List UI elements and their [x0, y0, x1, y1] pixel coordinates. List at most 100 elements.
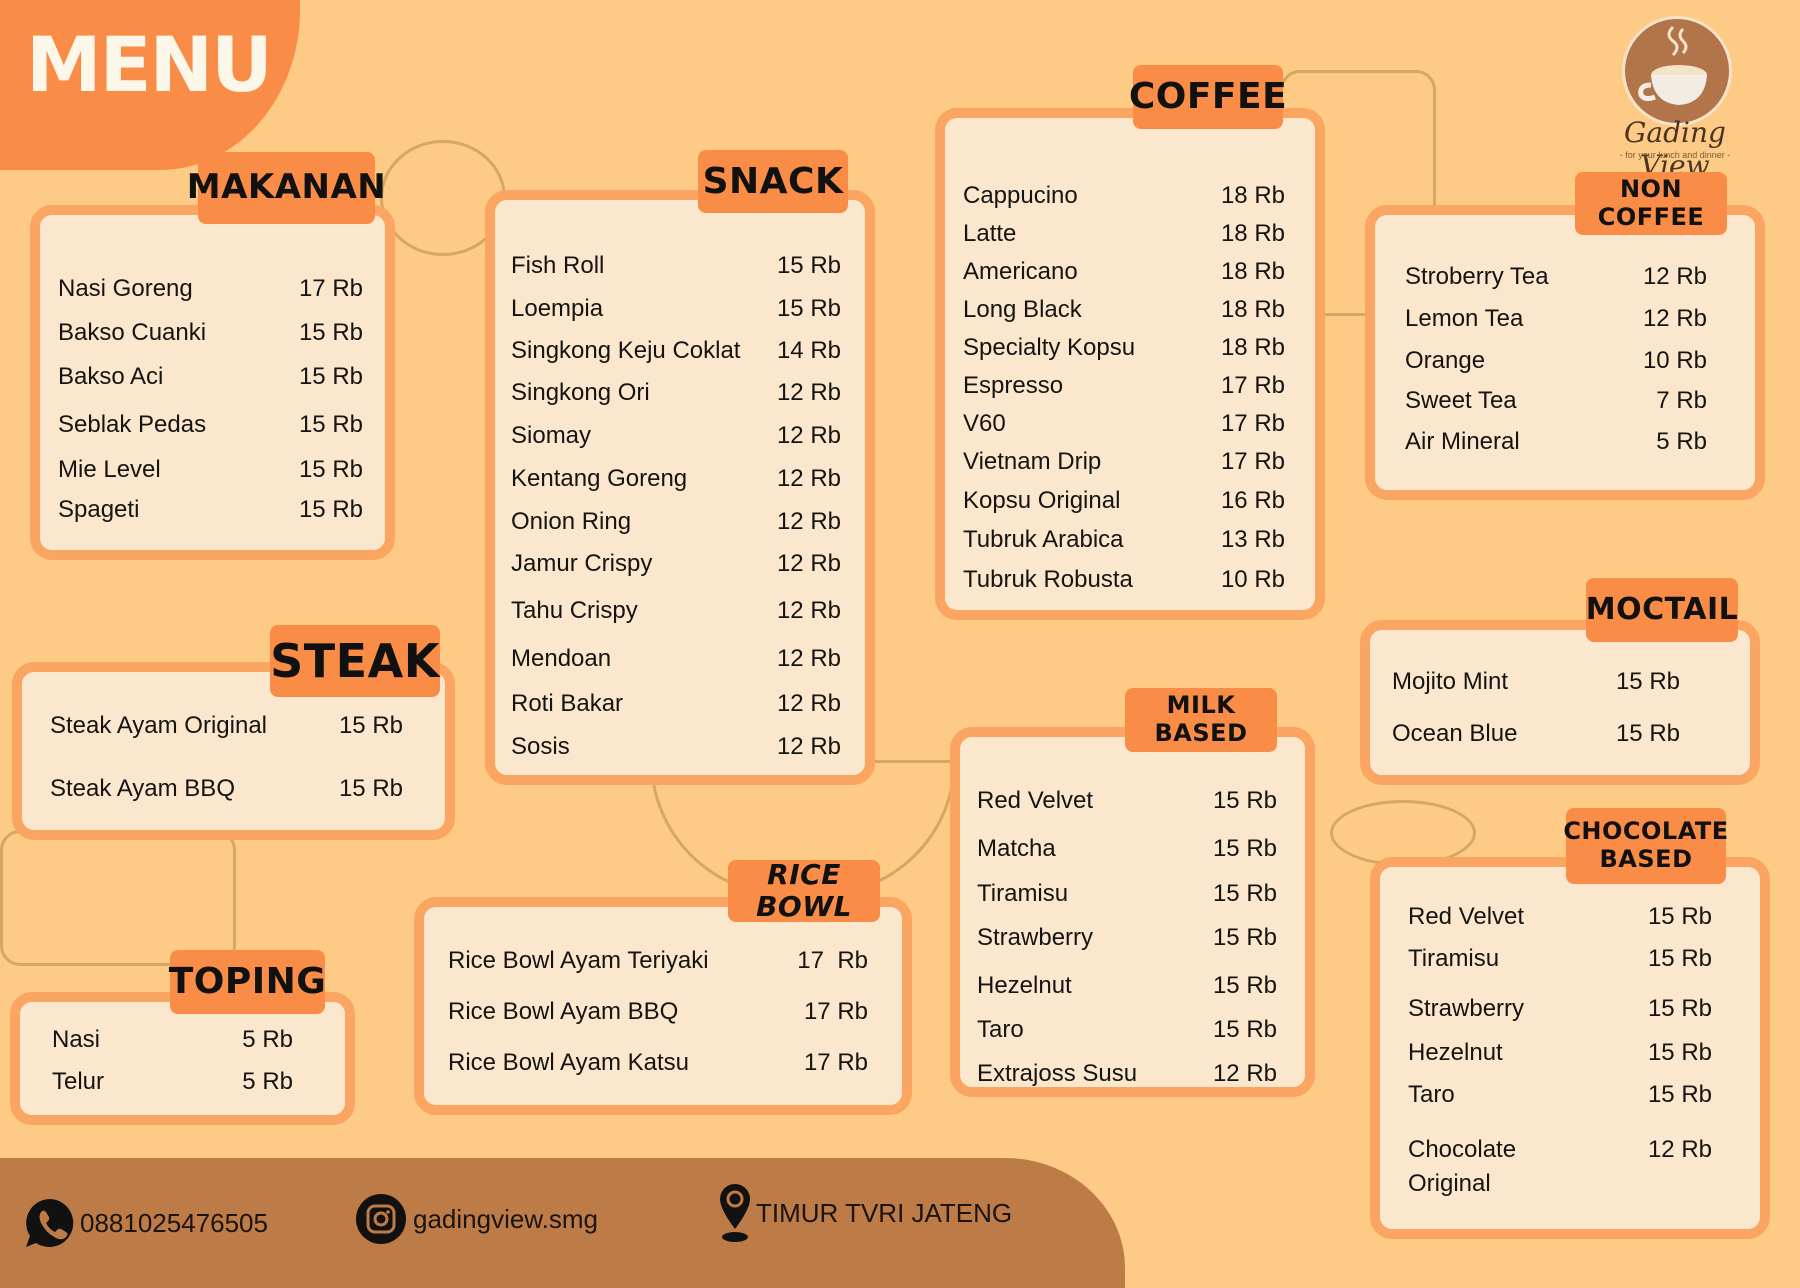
item-price: 16 Rb [1220, 487, 1285, 514]
item-name: Long Black [963, 296, 1082, 323]
item-name: Loempia [511, 295, 604, 322]
menu-item: Nasi 5 Rb [52, 1026, 293, 1068]
item-name: Steak Ayam Original [50, 712, 267, 739]
item-name: Bakso Cuanki [58, 319, 207, 346]
item-name: Tiramisu [1408, 945, 1500, 972]
item-name: Mie Level [58, 456, 161, 483]
menu-item: Jamur Crispy 12 Rb [511, 550, 841, 597]
page-title: MENU [26, 20, 273, 109]
item-price: 15 Rb [1212, 924, 1277, 951]
item-price: 7 Rb [1656, 387, 1707, 414]
item-price: 18 Rb [1220, 220, 1285, 247]
menu-item: Specialty Kopsu 18 Rb [963, 334, 1285, 372]
item-price: 18 Rb [1220, 182, 1285, 209]
item-price: 15 Rb [338, 775, 403, 802]
menu-item: Espresso 17 Rb [963, 372, 1285, 410]
item-price: 15 Rb [298, 363, 363, 390]
item-name: Roti Bakar [511, 690, 624, 717]
item-price: 15 Rb [1212, 1016, 1277, 1043]
item-name: Spageti [58, 496, 140, 523]
menu-item: Taro 15 Rb [977, 1016, 1277, 1060]
item-price: 18 Rb [1220, 296, 1285, 323]
menu-item: Matcha 15 Rb [977, 835, 1277, 880]
menu-item: Onion Ring 12 Rb [511, 508, 841, 550]
item-name: Orange [1405, 347, 1486, 374]
item-price: 12 Rb [776, 597, 841, 624]
instagram-contact[interactable]: gadingview.smg [355, 1193, 598, 1245]
item-name: Ocean Blue [1392, 720, 1518, 747]
coffee-cup-icon [1638, 25, 1707, 105]
item-price: 15 Rb [776, 295, 841, 322]
menu-item: Air Mineral 5 Rb [1405, 428, 1707, 469]
item-price: 10 Rb [1220, 566, 1285, 593]
menu-item: Long Black 18 Rb [963, 296, 1285, 334]
item-name: Hezelnut [977, 972, 1072, 999]
section-title-milk-based: MILK BASED [1125, 688, 1277, 752]
section-title-moctail: MOCTAIL [1586, 578, 1738, 642]
section-title-snack: SNACK [698, 150, 848, 213]
section-title-coffee: COFFEE [1129, 65, 1287, 129]
item-name: Rice Bowl Ayam Teriyaki [448, 947, 709, 974]
menu-item: Singkong Keju Coklat 14 Rb [511, 337, 841, 379]
item-name: Nasi Goreng [58, 275, 193, 302]
phone-contact[interactable]: 0881025476505 [22, 1195, 268, 1251]
menu-item: Strawberry 15 Rb [1408, 995, 1712, 1039]
item-name: Vietnam Drip [963, 448, 1102, 475]
section-chocolate-based: Red Velvet 15 Rb Tiramisu 15 Rb Strawberry… [1370, 857, 1770, 1239]
item-price: 17 Rb [1220, 372, 1285, 399]
item-name: Fish Roll [511, 252, 605, 279]
brand-tagline: - for your lunch and dinner - [1619, 150, 1731, 160]
menu-item: Mie Level 15 Rb [58, 456, 363, 496]
item-price: 15 Rb [298, 496, 363, 523]
section-coffee: Cappucino 18 Rb Latte 18 Rb Americano 18 Rb… [935, 108, 1325, 620]
item-name: Singkong Keju Coklat [511, 337, 741, 364]
menu-list: Stroberry Tea 12 Rb Lemon Tea 12 Rb Orange… [1405, 263, 1707, 469]
item-price: 17 Rb [803, 998, 868, 1025]
location-contact[interactable]: TIMUR TVRI JATENG [718, 1182, 1012, 1244]
menu-list: Rice Bowl Ayam Teriyaki 17 Rb Rice Bowl A… [448, 947, 868, 1089]
menu-item: Kentang Goreng 12 Rb [511, 465, 841, 508]
item-price: 15 Rb [1647, 945, 1712, 972]
menu-item: Steak Ayam BBQ 15 Rb [50, 775, 403, 815]
item-price: 12 Rb [776, 645, 841, 672]
item-name: Seblak Pedas [58, 411, 207, 438]
menu-item: Taro 15 Rb [1408, 1081, 1712, 1133]
menu-list: Red Velvet 15 Rb Tiramisu 15 Rb Strawberry… [1408, 903, 1712, 1203]
item-name: Sosis [511, 733, 570, 760]
item-price: 17 Rb [803, 1049, 868, 1076]
menu-item: Telur 5 Rb [52, 1068, 293, 1108]
item-name: Stroberry Tea [1405, 263, 1549, 290]
menu-item: Tahu Crispy 12 Rb [511, 597, 841, 645]
item-price: 12 Rb [1212, 1060, 1277, 1087]
item-name: Tiramisu [977, 880, 1069, 907]
menu-list: Red Velvet 15 Rb Matcha 15 Rb Tiramisu 15 R… [977, 787, 1277, 1100]
menu-item: Vietnam Drip 17 Rb [963, 448, 1285, 487]
menu-item: Spageti 15 Rb [58, 496, 363, 536]
item-price: 12 Rb [776, 733, 841, 760]
menu-item: Bakso Cuanki 15 Rb [58, 319, 363, 363]
menu-item: Roti Bakar 12 Rb [511, 690, 841, 733]
menu-item: Siomay 12 Rb [511, 422, 841, 465]
item-name: Taro [977, 1016, 1024, 1043]
menu-item: Tiramisu 15 Rb [1408, 945, 1712, 995]
title-line: BASED [1599, 845, 1693, 873]
contact-footer [0, 1158, 1125, 1288]
item-name: Red Velvet [977, 787, 1094, 814]
item-price: 17 Rb [797, 947, 868, 974]
item-price: 15 Rb [1212, 972, 1277, 999]
brand-logo [1622, 16, 1732, 126]
map-pin-icon [720, 1184, 750, 1242]
instagram-icon [356, 1194, 406, 1244]
item-price: 10 Rb [1642, 347, 1707, 374]
menu-list: Steak Ayam Original 15 Rb Steak Ayam BBQ 1… [50, 712, 403, 815]
item-name: Latte [963, 220, 1017, 247]
title-line: CHOCOLATE [1563, 817, 1729, 846]
menu-item: Stroberry Tea 12 Rb [1405, 263, 1707, 305]
menu-item: Steak Ayam Original 15 Rb [50, 712, 403, 775]
menu-item: Americano 18 Rb [963, 258, 1285, 296]
menu-item: Ocean Blue 15 Rb [1392, 720, 1680, 760]
item-name: Kopsu Original [963, 487, 1121, 514]
item-price: 12 Rb [1642, 305, 1707, 332]
menu-item: Mojito Mint 15 Rb [1392, 668, 1680, 720]
menu-list: Fish Roll 15 Rb Loempia 15 Rb Singkong Kej… [511, 252, 841, 776]
